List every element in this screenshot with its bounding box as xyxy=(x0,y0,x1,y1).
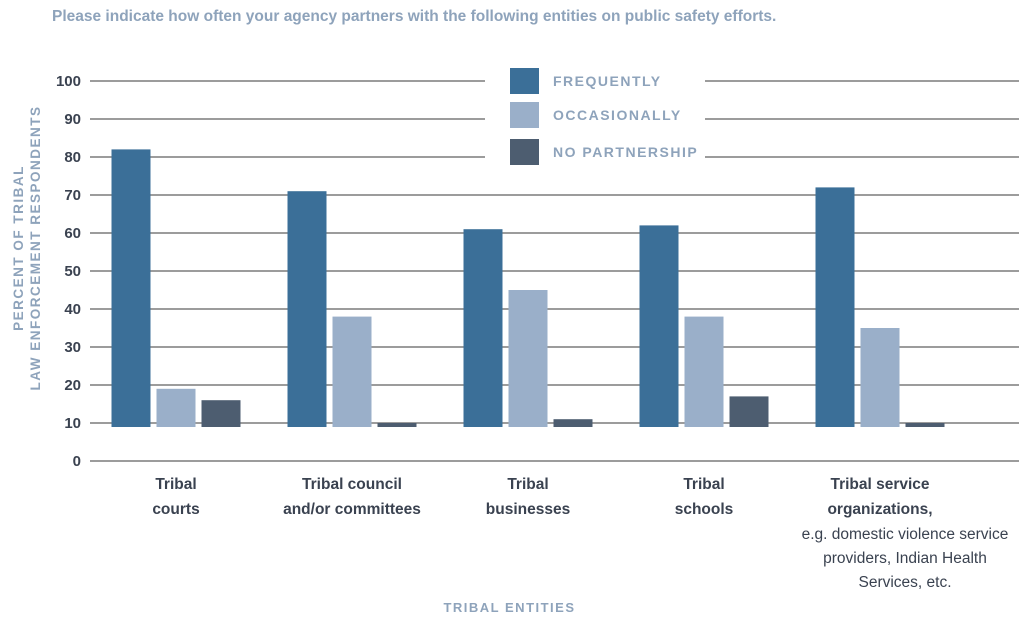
legend-label: NO PARTNERSHIP xyxy=(553,144,698,160)
bar xyxy=(553,419,593,427)
legend-label: FREQUENTLY xyxy=(553,73,662,89)
y-tick-label: 20 xyxy=(64,377,81,394)
x-tick-label: schools xyxy=(675,501,734,518)
bar xyxy=(156,388,196,427)
x-tick-label: Services, etc. xyxy=(858,574,951,591)
bar xyxy=(508,290,548,427)
bar xyxy=(639,225,679,427)
y-tick-label: 60 xyxy=(64,225,81,242)
bar xyxy=(287,191,327,427)
bar xyxy=(201,400,241,427)
x-tick-label: providers, Indian Health xyxy=(823,550,987,567)
legend-swatch xyxy=(510,139,539,165)
bar xyxy=(905,423,945,427)
legend-label: OCCASIONALLY xyxy=(553,107,682,123)
x-tick-label: Tribal xyxy=(683,476,724,493)
bar xyxy=(111,149,151,427)
bar xyxy=(815,187,855,427)
y-tick-label: 100 xyxy=(56,73,81,90)
y-tick-label: 70 xyxy=(64,187,81,204)
y-tick-label: 10 xyxy=(64,415,81,432)
bar xyxy=(684,316,724,427)
chart-title: Please indicate how often your agency pa… xyxy=(52,8,777,25)
legend-swatch xyxy=(510,102,539,128)
legend-swatch xyxy=(510,68,539,94)
bar xyxy=(860,328,900,427)
bar xyxy=(332,316,372,427)
y-tick-label: 80 xyxy=(64,149,81,166)
x-tick-label: businesses xyxy=(486,501,570,518)
bar xyxy=(377,423,417,427)
x-tick-label: organizations, xyxy=(827,501,932,518)
x-tick-label: Tribal council xyxy=(302,476,402,493)
x-tick-label: Tribal service xyxy=(830,476,929,493)
y-tick-label: 40 xyxy=(64,301,81,318)
y-tick-label: 30 xyxy=(64,339,81,356)
x-tick-label: and/or committees xyxy=(283,501,421,518)
bar xyxy=(729,396,769,427)
y-tick-label: 50 xyxy=(64,263,81,280)
y-tick-label: 0 xyxy=(73,453,81,470)
x-tick-label: Tribal xyxy=(507,476,548,493)
x-tick-label: e.g. domestic violence service xyxy=(802,526,1009,543)
x-axis-label: TRIBAL ENTITIES xyxy=(443,600,576,615)
x-tick-label: courts xyxy=(152,501,199,518)
bar xyxy=(463,229,503,427)
y-tick-label: 90 xyxy=(64,111,81,128)
x-tick-label: Tribal xyxy=(155,476,196,493)
